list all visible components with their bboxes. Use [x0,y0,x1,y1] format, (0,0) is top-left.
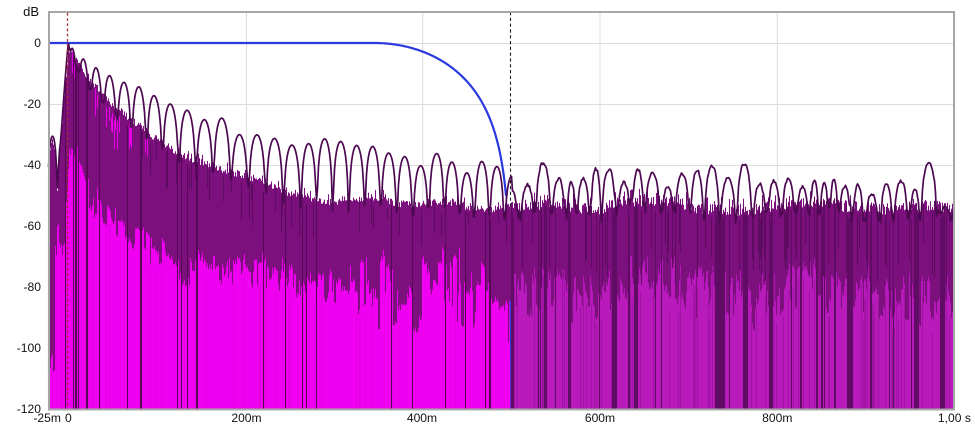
svg-text:-20: -20 [24,97,42,111]
svg-text:400m: 400m [407,411,437,425]
svg-text:-120: -120 [17,402,41,416]
svg-text:-25m: -25m [33,411,61,425]
svg-text:200m: 200m [231,411,261,425]
svg-text:-60: -60 [24,219,42,233]
svg-text:-40: -40 [24,158,42,172]
svg-text:800m: 800m [762,411,792,425]
svg-text:600m: 600m [585,411,615,425]
svg-text:0: 0 [34,36,41,50]
svg-text:-100: -100 [17,341,41,355]
svg-text:0: 0 [65,411,72,425]
svg-text:-80: -80 [24,280,42,294]
svg-text:1,00 s: 1,00 s [938,411,971,425]
svg-text:dB: dB [23,4,39,19]
